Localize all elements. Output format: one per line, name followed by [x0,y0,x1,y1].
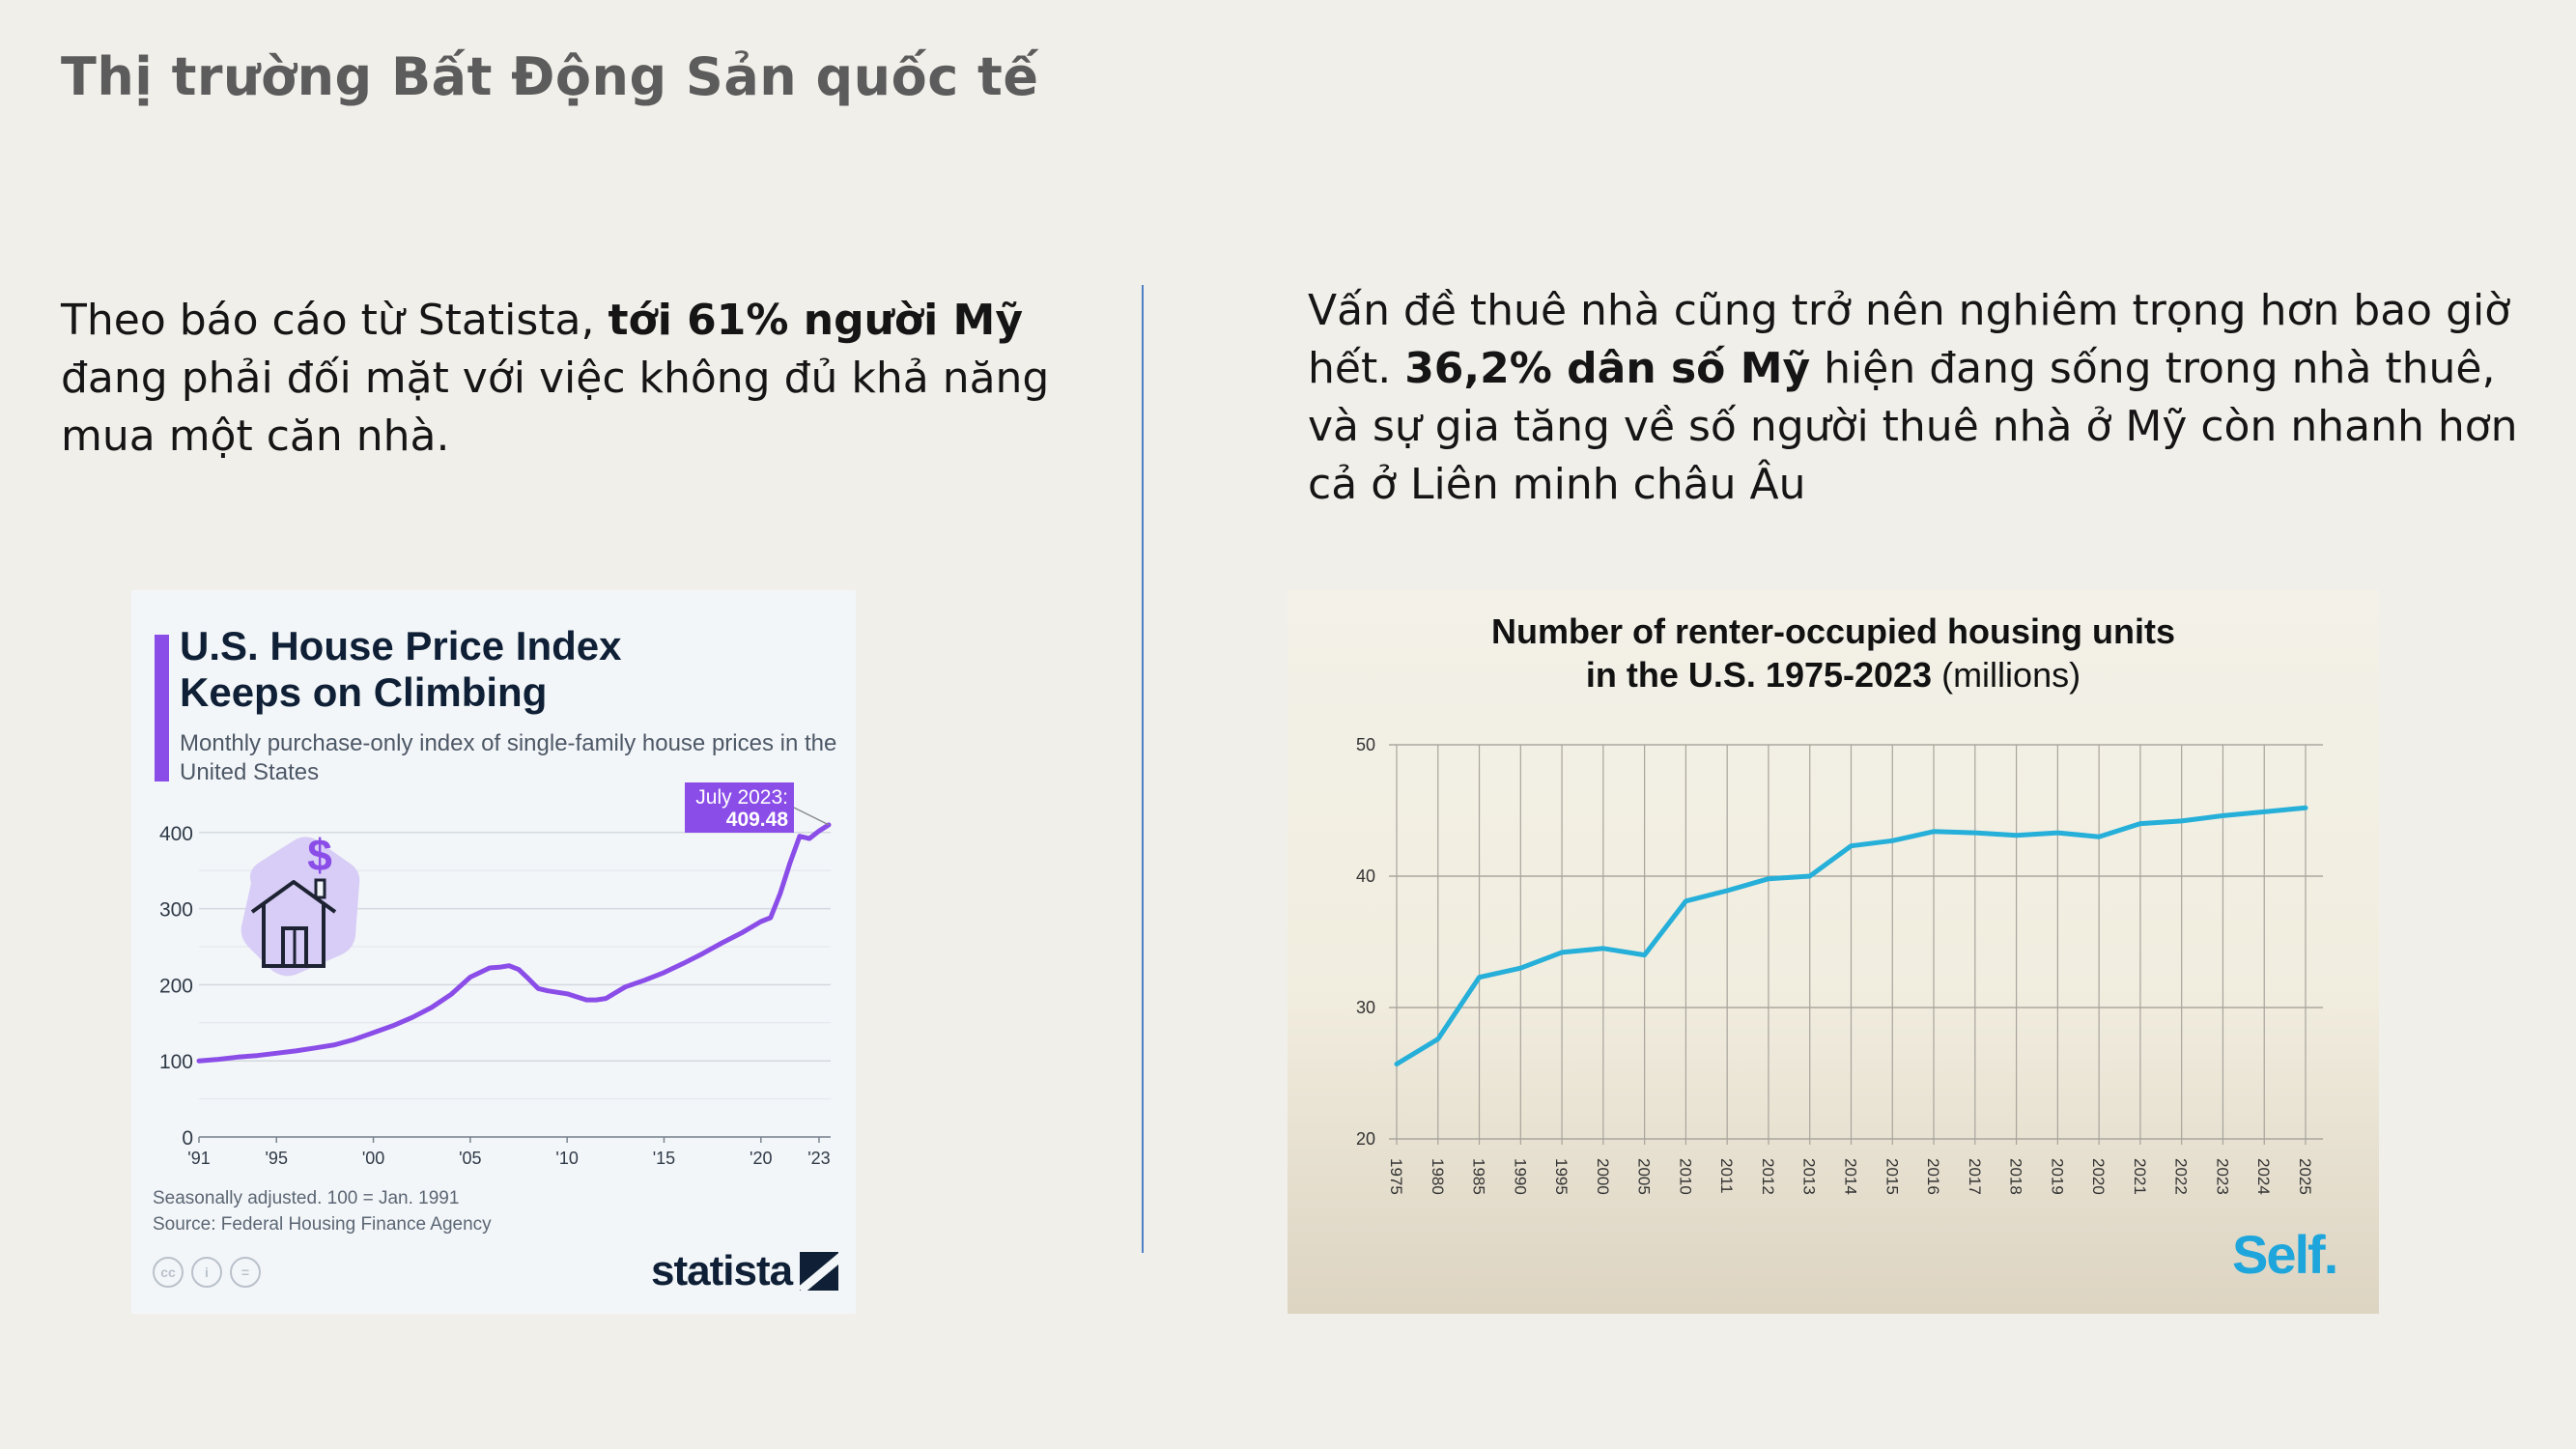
house-price-chart: 0 100 200 300 400 '91 '95 '00 '05 '10 '15 '20 '23 $… [159,782,832,1168]
left-text-prefix: Theo báo cáo từ Statista, [61,296,609,345]
y-tick-label: 0 [182,1127,193,1150]
x-tick-label: 2024 [2254,1158,2273,1195]
self-title-unit: (millions) [1932,655,2081,695]
y-tick-label: 40 [1356,867,1375,886]
statista-title-line2: Keeps on Climbing [180,669,548,715]
x-tick-label: 2021 [2131,1158,2149,1195]
self-title-line1: Number of renter-occupied housing units [1490,611,2176,651]
renter-units-chart: 20 30 40 50 1975 1980 1985 1990 1995 2000 2005 201… [1356,735,2323,1195]
x-tick-label: 1975 [1387,1158,1405,1195]
callout-date: July 2023: [695,786,788,809]
source-note: Source: Federal Housing Finance Agency [153,1214,492,1235]
callout-box [685,782,794,833]
y-tick-label: 100 [159,1051,193,1073]
y-tick-label: 30 [1356,998,1375,1017]
x-tick-label: 2019 [2048,1158,2066,1195]
x-tick-label: '10 [555,1149,578,1168]
vertical-divider [1142,285,1144,1253]
statista-subtitle: Monthly purchase-only index of single-fa… [180,730,837,785]
statista-logo-text: statista [651,1247,793,1294]
x-tick-label: 1980 [1429,1158,1447,1195]
x-tick-label: '05 [459,1149,481,1168]
y-tick-label: 200 [159,975,193,997]
x-tick-label: 2016 [1924,1158,1942,1195]
x-tick-label: 2017 [1966,1158,1984,1195]
x-tick-label: 2015 [1882,1158,1901,1195]
statista-chart-image: 0 100 200 300 400 '91 '95 '00 '05 '10 '15 '20 '23 $… [131,590,856,1314]
self-chart-title: Number of renter-occupied housing units … [1288,610,2379,696]
x-tick-label: '15 [653,1149,675,1168]
x-tick-label: 2014 [1842,1158,1860,1195]
no-derivatives-icon: = [230,1257,261,1288]
x-tick-label: '95 [266,1149,288,1168]
right-text-prefix: Vấn đề thuê nhà cũng trở nên nghiêm trọn… [1308,286,2511,393]
left-paragraph: Theo báo cáo từ Statista, tới 61% người … [61,292,1085,466]
dollar-icon: $ [307,830,332,880]
x-tick-label: 2000 [1594,1158,1612,1195]
x-tick-label: 1995 [1552,1158,1571,1195]
right-text-suffix: hiện đang sống trong nhà thuê, và sự gia… [1308,344,2518,509]
x-tick-label: '20 [750,1149,772,1168]
statista-logo-icon [800,1252,839,1291]
x-tick-label: '23 [807,1149,830,1168]
self-title-line2: in the U.S. 1975-2023 (millions) [1288,653,2379,696]
x-tick-label: 2010 [1676,1158,1694,1195]
right-paragraph: Vấn đề thuê nhà cũng trở nên nghiêm trọn… [1308,282,2554,514]
y-tick-label: 400 [159,823,193,845]
y-tick-label: 300 [159,899,193,922]
statista-title-line1: U.S. House Price Index [180,623,622,668]
cc-icon: cc [153,1257,184,1288]
x-tick-label: 1990 [1511,1158,1529,1195]
left-text-suffix: đang phải đối mặt với việc không đủ khả … [61,354,1050,461]
callout-value: 409.48 [726,809,789,831]
x-tick-label: 2011 [1717,1158,1736,1194]
self-logo: Self. [2232,1224,2338,1285]
x-tick-label: 2012 [1759,1158,1777,1195]
x-tick-label: 2020 [2089,1158,2108,1195]
seasonal-note: Seasonally adjusted. 100 = Jan. 1991 [153,1188,460,1208]
y-tick-label: 50 [1356,735,1375,754]
x-tick-label: 2013 [1800,1158,1819,1195]
right-text-highlight: 36,2% dân số Mỹ [1404,344,1811,393]
title-accent-bar [155,635,169,781]
callout-pointer [793,807,830,826]
x-tick-label: 1985 [1470,1158,1488,1195]
left-text-highlight: tới 61% người Mỹ [608,296,1024,345]
statista-footnotes: Seasonally adjusted. 100 = Jan. 1991 Sou… [153,1185,492,1237]
license-icons: cc i = [153,1257,261,1288]
x-tick-label: 2005 [1635,1158,1654,1195]
x-tick-label: 2025 [2296,1158,2314,1195]
slide-title: Thị trường Bất Động Sản quốc tế [61,46,1039,107]
x-tick-label: '91 [187,1149,210,1168]
statista-chart-title: U.S. House Price Index Keeps on Climbing [180,623,622,716]
x-tick-label: 2022 [2172,1158,2191,1195]
self-chart-image: Number of renter-occupied housing units … [1288,590,2379,1314]
x-tick-label: 2023 [2213,1158,2231,1195]
y-tick-label: 20 [1356,1129,1375,1149]
house-price-series-line [196,822,832,1064]
self-title-bold: in the U.S. 1975-2023 [1585,655,1933,695]
attribution-icon: i [191,1257,222,1288]
x-tick-label: '00 [362,1149,384,1168]
renter-units-series-line [1394,805,2308,1066]
statista-logo: statista [651,1247,839,1295]
house-icon: $ [241,830,360,977]
x-tick-label: 2018 [2007,1158,2025,1195]
